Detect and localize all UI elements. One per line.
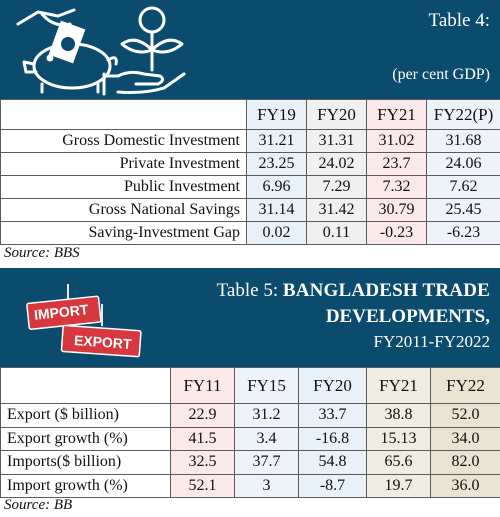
table4-header-cell: FY19 [246, 99, 307, 130]
table-cell: 34.0 [430, 426, 500, 451]
table5-title-bold-1: BANGLADESH TRADE [282, 280, 490, 301]
table5-subtitle: FY2011-FY2022 [373, 332, 491, 351]
table5: FY11 FY15 FY20 FY21 FY22 Export ($ billi… [0, 367, 500, 498]
table5-source: Source: BB [4, 497, 73, 513]
table-cell: 0.11 [306, 221, 367, 245]
table-cell: 31.42 [306, 198, 367, 222]
coin-icon [138, 6, 166, 34]
table-cell: -8.7 [298, 473, 367, 498]
table-cell: 31.14 [246, 198, 307, 222]
table-cell: 15.13 [366, 426, 431, 451]
table-cell: 37.7 [234, 450, 299, 475]
table5-header-cell: FY15 [234, 367, 299, 404]
table-cell: 82.0 [430, 450, 500, 475]
table-row: Private Investment 23.25 24.02 23.7 24.0… [0, 152, 500, 176]
table5-title: Table 5: BANGLADESH TRADE [217, 280, 490, 302]
table5-header-cell: FY20 [298, 367, 367, 404]
table-row: Gross National Savings 31.14 31.42 30.79… [0, 198, 500, 222]
table-cell: 3 [234, 473, 299, 498]
table-cell: 31.2 [234, 403, 299, 428]
table-cell: 33.7 [298, 403, 367, 428]
table-cell: 22.9 [170, 403, 235, 428]
table-row: Gross Domestic Investment 31.21 31.31 31… [0, 129, 500, 153]
table4-header-blank [0, 99, 247, 130]
table-cell: 41.5 [170, 426, 235, 451]
table-cell: 31.68 [426, 129, 500, 153]
row-label: Gross Domestic Investment [0, 129, 247, 153]
table-cell: 6.96 [246, 175, 307, 199]
table5-title-prefix: Table 5: [216, 280, 283, 301]
table-cell: 54.8 [298, 450, 367, 475]
row-label: Import growth (%) [0, 473, 171, 498]
table4-header-row: FY19 FY20 FY21 FY22(P) [0, 99, 500, 130]
table-cell: 24.06 [426, 152, 500, 176]
table4-banner: Table 4: (per cent GDP) [0, 0, 500, 99]
table-row: Export ($ billion) 22.9 31.2 33.7 38.8 5… [0, 403, 500, 428]
table-cell: 24.02 [306, 152, 367, 176]
table4-source: Source: BBS [4, 245, 80, 261]
row-label: Gross National Savings [0, 198, 247, 222]
table-cell: 19.7 [366, 473, 431, 498]
table5-header-row: FY11 FY15 FY20 FY21 FY22 [0, 367, 500, 404]
table-cell: 52.1 [170, 473, 235, 498]
table-cell: 31.31 [306, 129, 367, 153]
table4-header-cell: FY21 [366, 99, 427, 130]
import-export-signs-icon [26, 284, 142, 358]
row-label: Public Investment [0, 175, 247, 199]
table-cell: -0.23 [366, 221, 427, 245]
table-cell: 38.8 [366, 403, 431, 428]
table-cell: 23.25 [246, 152, 307, 176]
row-label: Export growth (%) [0, 426, 171, 451]
table-cell: 3.4 [234, 426, 299, 451]
table-cell: 23.7 [366, 152, 427, 176]
row-label: Export ($ billion) [0, 403, 171, 428]
table-row: Public Investment 6.96 7.29 7.32 7.62 [0, 175, 500, 199]
table-cell: 7.62 [426, 175, 500, 199]
table-row: Saving-Investment Gap 0.02 0.11 -0.23 -6… [0, 221, 500, 245]
table-cell: 31.02 [366, 129, 427, 153]
table5-header-cell: FY11 [170, 367, 235, 404]
table5-title-bold-2: DEVELOPMENTS, [325, 306, 490, 327]
piggy-bank-icon [16, 8, 118, 94]
table-cell: 7.32 [366, 175, 427, 199]
table5-header-cell: FY21 [366, 367, 431, 404]
table4-header-cell: FY20 [306, 99, 367, 130]
table-cell: 65.6 [366, 450, 431, 475]
row-label: Saving-Investment Gap [0, 221, 247, 245]
table-cell: 36.0 [430, 473, 500, 498]
table-cell: 7.29 [306, 175, 367, 199]
table-cell: 32.5 [170, 450, 235, 475]
table-row: Import growth (%) 52.1 3 -8.7 19.7 36.0 [0, 473, 500, 498]
table-cell: -16.8 [298, 426, 367, 451]
table-cell: 25.45 [426, 198, 500, 222]
table-cell: 0.02 [246, 221, 307, 245]
table5-header-cell: FY22 [430, 367, 500, 404]
plant-in-hand-icon [102, 6, 186, 96]
table4-header-cell: FY22(P) [426, 99, 500, 130]
table5-banner: IMPORT EXPORT Table 5: BANGLADESH TRADE … [0, 268, 500, 367]
table-cell: 31.21 [246, 129, 307, 153]
table4-unit: (per cent GDP) [392, 66, 490, 83]
table-cell: -6.23 [426, 221, 500, 245]
row-label: Private Investment [0, 152, 247, 176]
table-cell: 52.0 [430, 403, 500, 428]
table-row: Export growth (%) 41.5 3.4 -16.8 15.13 3… [0, 426, 500, 451]
table4: FY19 FY20 FY21 FY22(P) Gross Domestic In… [0, 99, 500, 245]
table-row: Imports($ billion) 32.5 37.7 54.8 65.6 8… [0, 450, 500, 475]
table5-header-blank [0, 367, 171, 404]
table4-title: Table 4: [428, 10, 490, 31]
row-label: Imports($ billion) [0, 450, 171, 475]
table-cell: 30.79 [366, 198, 427, 222]
